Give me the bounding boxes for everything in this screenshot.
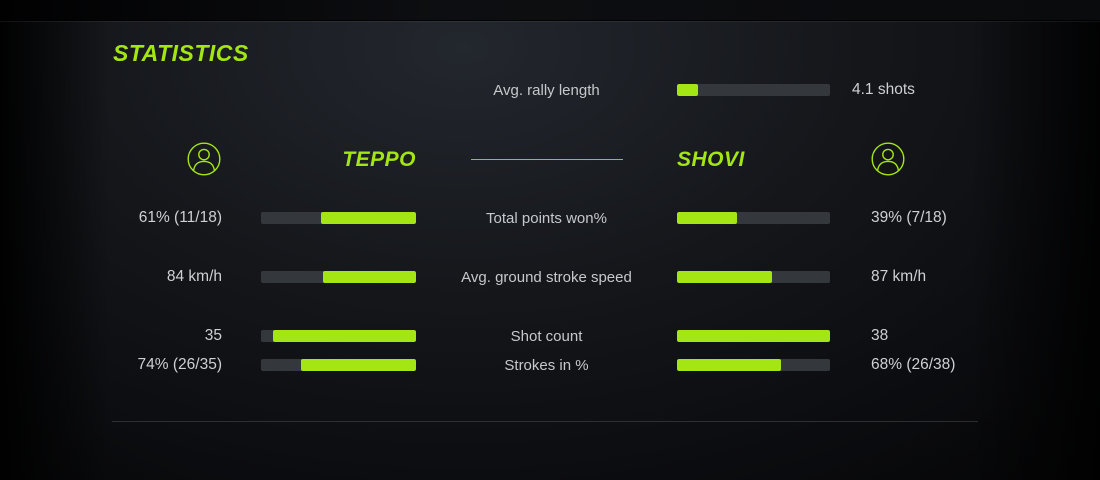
center-divider-line	[470, 158, 623, 160]
left-bar	[261, 359, 416, 371]
right-bar-fill	[677, 271, 772, 283]
right-bar-fill	[677, 212, 737, 224]
right-value: 68% (26/38)	[871, 356, 956, 374]
right-value: 39% (7/18)	[871, 209, 947, 227]
page-title: STATISTICS	[113, 40, 249, 66]
stat-row: 35 Shot count 38	[113, 324, 991, 348]
rally-length-value: 4.1 shots	[852, 81, 915, 99]
right-bar-fill	[677, 330, 830, 342]
left-value: 74% (26/35)	[137, 356, 222, 374]
rally-length-bar	[677, 84, 830, 96]
left-bar	[261, 271, 416, 283]
left-bar	[261, 212, 416, 224]
right-bar-fill	[677, 359, 782, 371]
stat-label: Shot count	[510, 327, 583, 345]
rally-length-row: Avg. rally length 4.1 shots	[113, 78, 991, 102]
right-bar	[677, 330, 830, 342]
right-bar	[677, 212, 830, 224]
stat-row: 61% (11/18) Total points won% 39% (7/18)	[113, 206, 991, 230]
stat-label: Total points won%	[486, 209, 607, 227]
left-bar-fill	[273, 330, 416, 342]
stat-row: 84 km/h Avg. ground stroke speed 87 km/h	[113, 265, 991, 289]
right-value: 38	[871, 327, 889, 345]
player-right-name: SHOVI	[677, 147, 745, 171]
left-bar	[261, 330, 416, 342]
stat-row: 74% (26/35) Strokes in % 68% (26/38)	[113, 353, 991, 377]
player-right-icon	[871, 142, 905, 176]
right-bar	[677, 271, 830, 283]
left-value: 35	[204, 327, 222, 345]
bottom-divider	[112, 421, 978, 422]
right-bar	[677, 359, 830, 371]
right-value: 87 km/h	[871, 268, 927, 286]
player-left-icon	[187, 142, 221, 176]
stat-label: Strokes in %	[504, 356, 589, 374]
left-bar-fill	[301, 359, 416, 371]
left-bar-fill	[321, 212, 416, 224]
top-strip	[0, 0, 1100, 21]
stat-label: Avg. ground stroke speed	[461, 268, 632, 286]
player-left-name: TEPPO	[342, 147, 416, 171]
rally-bar-fill	[677, 84, 699, 96]
left-bar-fill	[323, 271, 416, 283]
left-value: 61% (11/18)	[138, 209, 222, 227]
rally-length-label: Avg. rally length	[493, 81, 600, 99]
left-value: 84 km/h	[166, 268, 222, 286]
players-header-row: TEPPO SHOVI	[113, 141, 991, 177]
